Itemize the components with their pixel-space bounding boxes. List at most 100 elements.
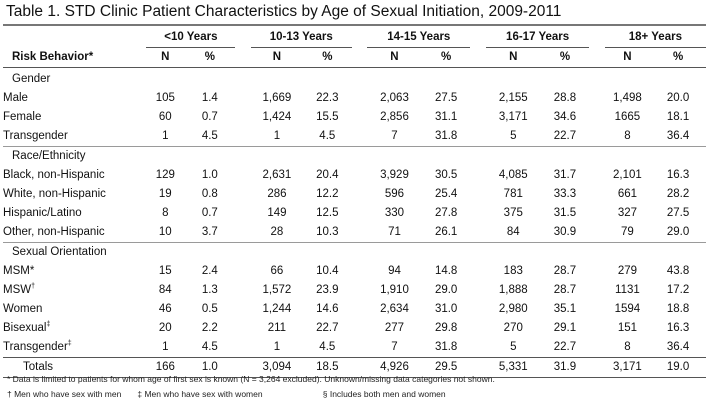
table-row: Other, non-Hispanic 10 3.7 28 10.3 71 26.1 84 30… [3, 223, 706, 243]
row-label-text: MSW [3, 284, 32, 296]
pct-cell: 0.5 [201, 303, 218, 315]
subheader-row: Risk Behavior* N % N % N % N % N % [3, 47, 706, 68]
row-label: Male [3, 89, 146, 108]
pct-cell: 1.3 [201, 284, 218, 296]
n-cell: 3,094 [250, 357, 303, 378]
row-label-text: Transgender [3, 341, 68, 353]
section-label: Gender [12, 73, 51, 85]
n-cell: 661 [617, 188, 638, 200]
n-cell: 1131 [615, 284, 640, 296]
pct-cell: 18.1 [666, 111, 690, 123]
title-rule [3, 24, 706, 26]
row-label-text: Women [3, 303, 43, 315]
n-cell: 149 [267, 207, 287, 219]
n-cell: 2,634 [380, 303, 409, 315]
pct-cell: 29.0 [434, 284, 458, 296]
n-cell: 1 [146, 127, 185, 147]
row-label-text: White, non-Hispanic [3, 188, 106, 200]
n-cell: 84 [158, 284, 172, 296]
totals-label: Totals [3, 357, 147, 378]
row-label-text: Bisexual [3, 322, 47, 334]
pct-cell: 22.7 [540, 127, 590, 147]
pct-header: % [650, 47, 706, 68]
n-cell: 1 [250, 127, 303, 147]
pct-cell: 22.3 [316, 92, 339, 104]
n-cell: 84 [485, 223, 541, 243]
section-label: Race/Ethnicity [12, 150, 86, 162]
footnote-msw: ‡ Men who have sex with women [137, 389, 263, 399]
footnote-definitions: † Men who have sex with men ‡ Men who ha… [7, 387, 706, 402]
n-header: N [250, 47, 303, 68]
pct-cell: 33.3 [553, 188, 577, 200]
table-body: Gender Male 105 1.4 1,669 22.3 2,063 27.5 2,155 2… [3, 68, 706, 378]
pct-cell: 14.8 [434, 265, 458, 277]
pct-cell: 1.0 [201, 169, 218, 181]
n-cell: 781 [503, 188, 523, 200]
n-cell: 7 [367, 127, 422, 147]
pct-cell: 31.8 [421, 127, 471, 147]
footnotes: * Data is limited to patients for whom a… [3, 372, 706, 402]
n-cell: 3,171 [498, 111, 528, 123]
row-label: Transgender‡ [3, 338, 146, 358]
pct-cell: 4.5 [319, 341, 336, 353]
section-row: Sexual Orientation [3, 243, 706, 263]
row-label: Bisexual‡ [3, 319, 146, 338]
pct-cell: 4.5 [302, 127, 352, 147]
row-label-text: Black, non-Hispanic [3, 169, 105, 181]
n-cell: 1,572 [262, 284, 292, 296]
n-cell: 5,331 [485, 357, 541, 378]
table-row: MSM* 15 2.4 66 10.4 94 14.8 183 28.7 279 43.8 [3, 262, 706, 281]
n-cell: 1 [162, 341, 169, 353]
pct-cell: 0.8 [201, 188, 218, 200]
pct-cell: 34.6 [553, 111, 577, 123]
footnote-bisexual: § Includes both men and women [322, 389, 446, 399]
table-title: Table 1. STD Clinic Patient Characterist… [6, 3, 562, 20]
n-cell: 1594 [614, 303, 641, 315]
n-cell: 7 [391, 341, 398, 353]
section-row: Gender [3, 68, 706, 90]
pct-cell: 22.7 [553, 341, 577, 353]
n-cell: 211 [267, 322, 287, 334]
row-label-text: Hispanic/Latino [3, 207, 82, 219]
n-cell: 1,910 [380, 284, 409, 296]
n-cell: 60 [158, 111, 172, 123]
pct-cell: 30.9 [540, 223, 590, 243]
pct-cell: 18.8 [666, 303, 690, 315]
pct-cell: 28.7 [553, 265, 577, 277]
pct-cell: 31.7 [553, 169, 577, 181]
pct-cell: 30.5 [434, 169, 458, 181]
row-label: Transgender [3, 127, 147, 147]
pct-cell: 29.1 [553, 322, 577, 334]
blank-header-cell [3, 28, 146, 48]
n-cell: 2,980 [498, 303, 528, 315]
pct-cell: 43.8 [666, 265, 690, 277]
pct-cell: 0.7 [201, 111, 218, 123]
pct-cell: 0.7 [201, 207, 218, 219]
n-cell: 66 [270, 265, 284, 277]
table-row: White, non-Hispanic 19 0.8 286 12.2 596 25.4 78… [3, 185, 706, 204]
pct-cell: 31.9 [540, 357, 590, 378]
n-cell: 19 [158, 188, 172, 200]
pct-cell: 31.5 [553, 207, 577, 219]
n-cell: 1,424 [262, 111, 292, 123]
totals-row: Totals 166 1.0 3,094 18.5 4,926 29.5 5,331 31.9 3… [3, 357, 706, 378]
n-header: N [485, 47, 541, 68]
n-cell: 1,498 [613, 92, 642, 104]
pct-cell: 4.5 [201, 341, 218, 353]
group-header: 18+ Years [604, 28, 706, 48]
n-cell: 8 [604, 127, 651, 147]
table-row: Women 46 0.5 1,244 14.6 2,634 31.0 2,980 35.1 159… [3, 300, 706, 319]
patient-characteristics-table: <10 Years 10-13 Years 14-15 Years 16-17 … [3, 28, 706, 378]
table-row: Female 60 0.7 1,424 15.5 2,856 31.1 3,171 34.6 16… [3, 108, 706, 127]
table-row: MSW† 84 1.3 1,572 23.9 1,910 29.0 1,888 28.7 1131… [3, 281, 706, 300]
n-cell: 270 [503, 322, 523, 334]
n-cell: 94 [388, 265, 401, 277]
group-header: 16-17 Years [485, 28, 590, 48]
n-cell: 1,244 [262, 303, 292, 315]
n-cell: 8 [624, 341, 631, 353]
pct-cell: 4.5 [184, 127, 236, 147]
n-cell: 1,888 [498, 284, 528, 296]
row-label-text: Male [3, 92, 28, 104]
group-header: 10-13 Years [250, 28, 352, 48]
table-row: Male 105 1.4 1,669 22.3 2,063 27.5 2,155 28.8 1,4… [3, 89, 706, 108]
